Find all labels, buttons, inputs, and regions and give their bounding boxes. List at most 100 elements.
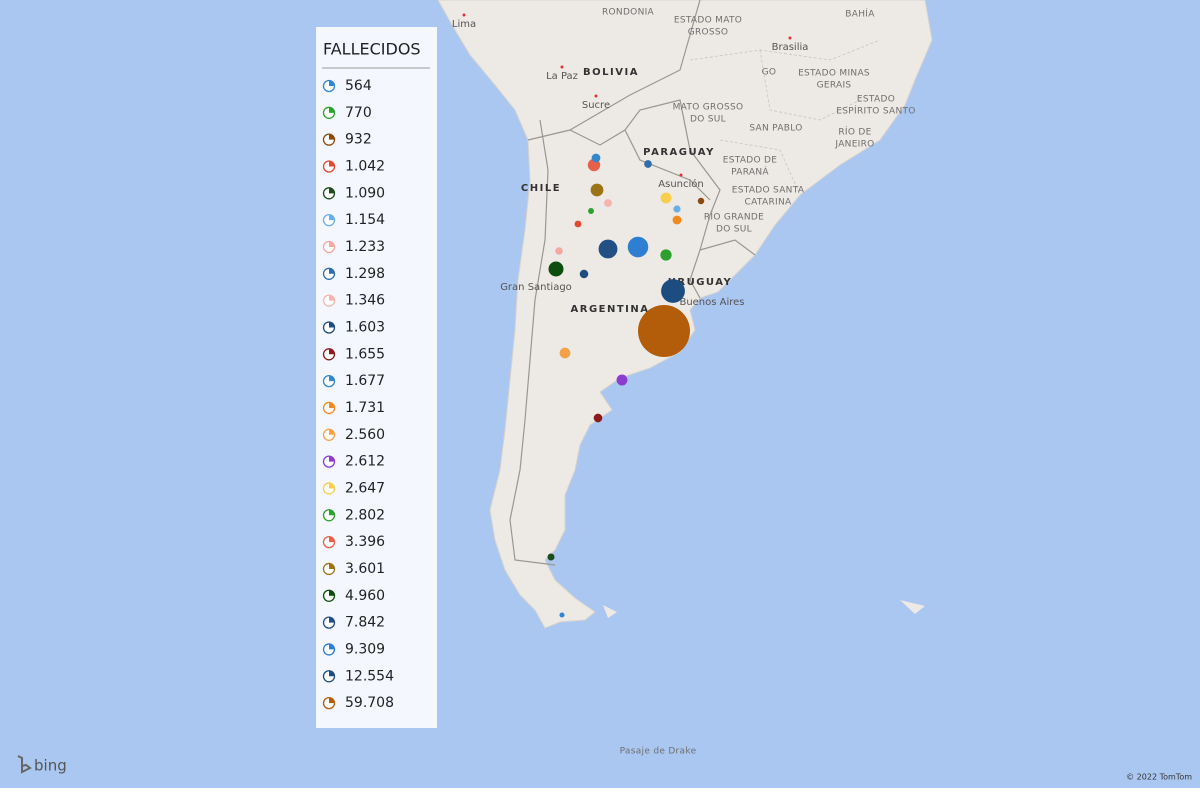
bubble xyxy=(616,374,628,386)
map-label: MATO GROSSO xyxy=(673,103,744,113)
legend-icon-wedge xyxy=(329,402,335,408)
legend-icon-wedge xyxy=(329,295,335,301)
legend-icon-wedge xyxy=(329,187,335,194)
map-label: ESTADO SANTA xyxy=(732,186,805,196)
land xyxy=(437,0,933,629)
map-label: URUGUAY xyxy=(668,277,732,288)
legend-icon-wedge xyxy=(329,268,335,274)
bubble xyxy=(555,247,563,255)
city-dot xyxy=(679,173,683,177)
bubble xyxy=(591,153,601,163)
bubble xyxy=(660,192,672,204)
legend-icon-wedge xyxy=(329,429,335,435)
legend-label: 1.677 xyxy=(345,373,385,389)
legend-label: 1.655 xyxy=(345,346,385,362)
map-label: RÍO DE xyxy=(838,126,871,138)
city-dot xyxy=(462,13,466,17)
legend-label: 564 xyxy=(345,78,372,94)
map-label: SAN PABLO xyxy=(749,124,802,134)
bubble xyxy=(559,347,571,359)
bubble xyxy=(604,199,612,207)
legend-icon-wedge xyxy=(329,670,335,677)
bing-icon xyxy=(17,755,32,774)
legend-icon-wedge xyxy=(329,160,335,167)
bubble xyxy=(638,305,690,357)
legend-label: 3.396 xyxy=(345,534,385,550)
legend-icon-wedge xyxy=(329,563,335,569)
bubble xyxy=(590,183,604,197)
legend-icon-wedge xyxy=(329,617,335,623)
map-label: Brasilia xyxy=(772,42,809,53)
map-label: CHILE xyxy=(521,183,561,194)
legend-icon-wedge xyxy=(329,536,335,543)
map-label: RONDONIA xyxy=(602,8,655,18)
city-dot xyxy=(594,94,598,98)
legend-icon-wedge xyxy=(329,80,335,86)
map-label: BOLIVIA xyxy=(583,67,639,78)
legend-icon-wedge xyxy=(329,348,335,355)
legend-icon-wedge xyxy=(329,509,335,516)
map-label: Buenos Aires xyxy=(679,297,744,308)
map-label: ARGENTINA xyxy=(571,304,650,315)
bubble xyxy=(559,612,565,618)
bubble xyxy=(548,261,564,277)
map-label: GO xyxy=(762,68,777,78)
map-label: ESTADO xyxy=(857,95,895,105)
map-label: GROSSO xyxy=(688,28,729,38)
bubble xyxy=(593,413,603,423)
map-label: PARANÁ xyxy=(731,166,769,178)
map-label: CATARINA xyxy=(745,198,792,208)
map-label: Asunción xyxy=(658,178,703,190)
map-label: Gran Santiago xyxy=(500,282,572,293)
bubble xyxy=(697,197,705,205)
legend-label: 1.090 xyxy=(345,185,385,201)
bubble xyxy=(598,239,618,259)
bubble xyxy=(644,160,652,168)
map-label: DO SUL xyxy=(690,115,726,125)
legend-icon-wedge xyxy=(329,321,335,328)
map-label: ESTADO DE xyxy=(723,156,778,166)
map-label: ESPÍRITO SANTO xyxy=(836,105,915,117)
bubble xyxy=(574,220,582,228)
legend-label: 1.233 xyxy=(345,239,385,255)
legend-label: 1.603 xyxy=(345,319,385,335)
bubble xyxy=(579,269,589,279)
legend-icon-wedge xyxy=(329,590,335,596)
state-borders xyxy=(689,39,881,196)
map-label: BAHÍA xyxy=(845,8,875,20)
bubble xyxy=(588,208,594,214)
legend-label: 7.842 xyxy=(345,615,385,631)
map-label: DO SUL xyxy=(716,225,752,235)
legend-label: 3.601 xyxy=(345,561,385,577)
legend-label: 9.309 xyxy=(345,641,385,657)
city-dot xyxy=(560,65,564,69)
legend-icon-wedge xyxy=(329,697,335,704)
attribution: © 2022 TomTom xyxy=(1126,773,1192,782)
legend-label: 2.560 xyxy=(345,427,385,443)
bubble xyxy=(673,205,681,213)
legend-icon-wedge xyxy=(329,375,335,382)
legend-panel xyxy=(316,27,437,728)
legend-label: 2.802 xyxy=(345,507,385,523)
legend-label: 2.612 xyxy=(345,454,385,470)
legend-icon-wedge xyxy=(329,107,335,113)
map-label: ESTADO MATO xyxy=(674,16,742,26)
legend-icon-wedge xyxy=(329,482,335,489)
legend-icon-wedge xyxy=(329,241,335,247)
bubble xyxy=(672,215,682,225)
legend-title: FALLECIDOS xyxy=(323,40,421,59)
map-label: RÍO GRANDE xyxy=(704,211,764,223)
map-label: ESTADO MINAS xyxy=(798,69,870,79)
map-label: JANEIRO xyxy=(834,140,874,150)
map-label: La Paz xyxy=(546,71,578,82)
city-dot xyxy=(788,36,792,40)
map-label: Pasaje de Drake xyxy=(620,747,697,757)
legend-label: 1.346 xyxy=(345,293,385,309)
bubble xyxy=(627,236,649,258)
legend-label: 2.647 xyxy=(345,480,385,496)
legend-label: 1.731 xyxy=(345,400,385,416)
legend-icon-wedge xyxy=(329,456,335,462)
borders xyxy=(509,0,756,566)
bubble xyxy=(547,553,555,561)
legend-label: 1.298 xyxy=(345,266,385,282)
